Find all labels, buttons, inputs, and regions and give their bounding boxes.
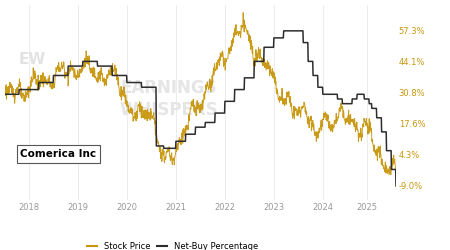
Text: Comerica Inc: Comerica Inc [20,149,96,159]
Text: EARNINGS
WHISPERS: EARNINGS WHISPERS [120,78,218,119]
Legend: Stock Price, Net-Buy Percentage: Stock Price, Net-Buy Percentage [84,239,261,250]
Text: EW: EW [18,52,45,67]
